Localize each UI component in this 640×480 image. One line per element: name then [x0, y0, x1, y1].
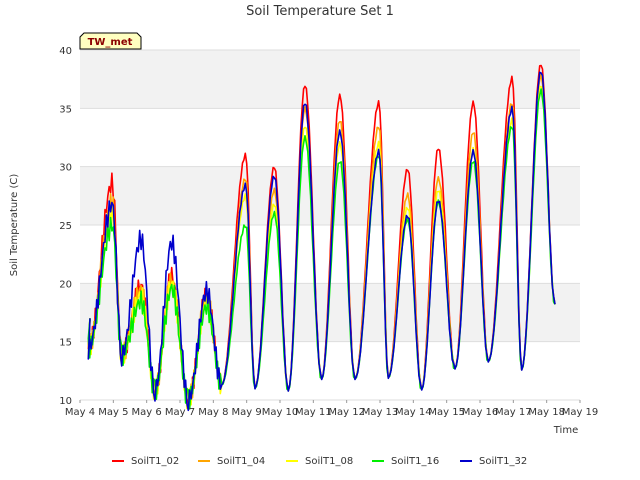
x-tick-label: May 14 — [395, 407, 432, 418]
x-tick-label: May 16 — [462, 407, 499, 418]
plot-band — [80, 166, 580, 225]
x-axis-ticks: May 4 May 5 May 6 May 7 May 8 May 9 May 10May … — [65, 400, 598, 418]
legend-label: SoilT1_32 — [479, 456, 527, 467]
x-tick-label: May 7 — [165, 407, 195, 418]
plot-band — [80, 108, 580, 167]
station-badge-label: TW_met — [88, 37, 133, 48]
y-tick-label: 30 — [59, 163, 72, 174]
plot-band — [80, 50, 580, 109]
plot-bands — [80, 50, 580, 400]
x-tick-label: May 17 — [495, 407, 532, 418]
grid-lines — [80, 49, 580, 401]
legend-label: SoilT1_04 — [217, 456, 265, 467]
series-lines — [87, 64, 556, 412]
x-tick-label: May 18 — [528, 407, 565, 418]
plot-band — [80, 341, 580, 400]
legend-label: SoilT1_08 — [305, 456, 353, 467]
x-tick-label: May 9 — [232, 407, 262, 418]
y-tick-label: 15 — [59, 338, 72, 349]
y-axis-ticks: 10 15 20 25 30 35 40 — [59, 46, 72, 407]
x-tick-label: May 4 — [65, 407, 95, 418]
x-tick-label: May 8 — [198, 407, 228, 418]
legend-label: SoilT1_02 — [131, 456, 179, 467]
x-tick-label: May 12 — [328, 407, 365, 418]
x-tick-label: May 6 — [132, 407, 162, 418]
x-tick-label: May 19 — [562, 407, 599, 418]
legend: SoilT1_02 SoilT1_04 SoilT1_08 SoilT1_16 Soil… — [112, 456, 527, 467]
y-axis-label: Soil Temperature (C) — [9, 174, 20, 277]
x-tick-label: May 11 — [295, 407, 332, 418]
y-tick-label: 35 — [59, 104, 72, 115]
station-badge: TW_met — [79, 32, 142, 50]
x-tick-label: May 13 — [362, 407, 399, 418]
y-tick-label: 10 — [59, 396, 72, 407]
legend-label: SoilT1_16 — [391, 456, 439, 467]
series-line-soilt1_32 — [87, 71, 556, 412]
chart-title: Soil Temperature Set 1 — [246, 4, 394, 19]
y-tick-label: 25 — [59, 221, 72, 232]
x-tick-label: May 15 — [428, 407, 465, 418]
y-tick-label: 40 — [59, 46, 72, 57]
station-badge-shape — [79, 32, 142, 50]
x-tick-label: May 10 — [262, 407, 299, 418]
x-axis-label: Time — [553, 425, 578, 436]
y-tick-label: 20 — [59, 279, 72, 290]
x-tick-label: May 5 — [98, 407, 128, 418]
